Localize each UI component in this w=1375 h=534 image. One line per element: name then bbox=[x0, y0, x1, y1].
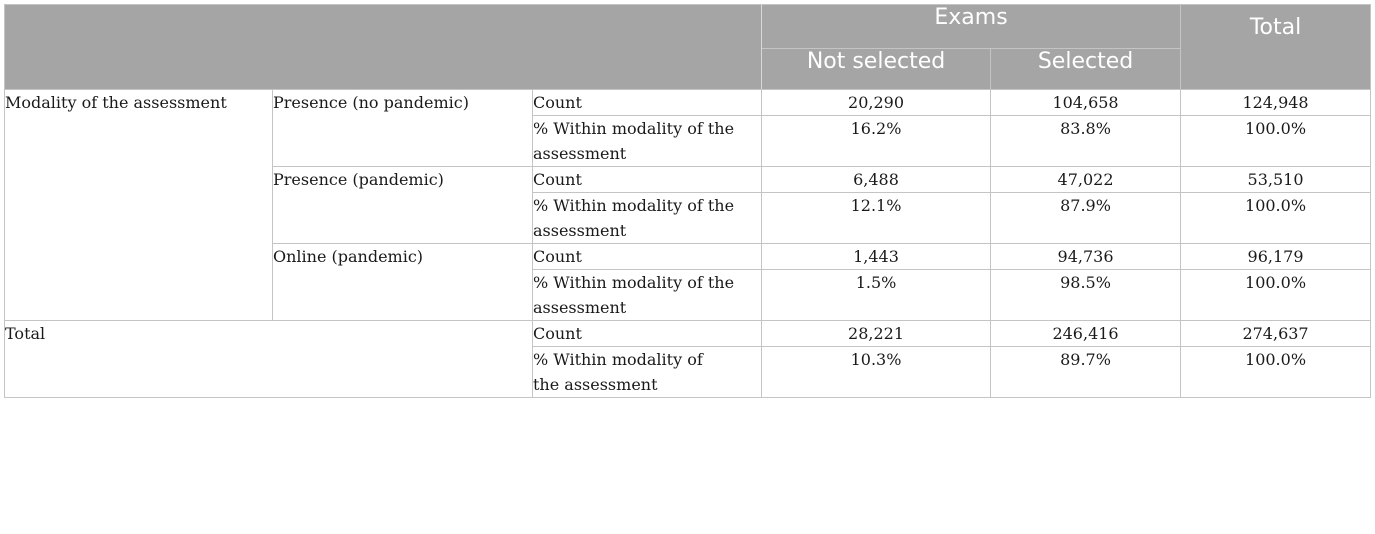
table-row: Total Count 28,221 246,416 274,637 bbox=[4, 320, 1372, 398]
row-total-label: Total bbox=[4, 320, 533, 398]
cell-not-selected: 28,221 bbox=[761, 320, 992, 347]
crosstab-table: Exams Total Not selected Selected Modali… bbox=[3, 4, 1372, 398]
cell-total: 274,637 bbox=[1180, 320, 1372, 347]
cell-total: 100.0% bbox=[1180, 346, 1372, 398]
cell-selected: 98.5% bbox=[990, 269, 1182, 321]
cell-not-selected: 1.5% bbox=[761, 269, 992, 321]
cell-selected: 83.8% bbox=[990, 115, 1182, 167]
table-row: Modality of the assessment Presence (no … bbox=[4, 89, 1372, 321]
row-stat-label: Count bbox=[531, 166, 763, 193]
header-total: Total bbox=[1180, 4, 1372, 90]
cell-selected: 89.7% bbox=[990, 346, 1182, 398]
header-exams: Exams bbox=[761, 4, 1182, 49]
cell-not-selected: 10.3% bbox=[761, 346, 992, 398]
row-group-label: Online (pandemic) bbox=[272, 243, 533, 321]
row-stat-label: % Within modality of the assessment bbox=[531, 115, 763, 167]
header-selected: Selected bbox=[990, 48, 1182, 90]
cell-not-selected: 6,488 bbox=[761, 166, 992, 193]
cell-total: 100.0% bbox=[1180, 115, 1372, 167]
cell-selected: 104,658 bbox=[990, 89, 1182, 116]
cell-not-selected: 12.1% bbox=[761, 192, 992, 244]
row-stat-label: Count bbox=[531, 320, 763, 347]
cell-selected: 246,416 bbox=[990, 320, 1182, 347]
row-variable-label: Modality of the assessment bbox=[4, 89, 273, 321]
row-stat-label: % Within modality of the assessment bbox=[531, 192, 763, 244]
table-row: % Within modality of the assessment 10.3… bbox=[5, 346, 1372, 398]
cell-total: 96,179 bbox=[1180, 243, 1372, 270]
cell-selected: 87.9% bbox=[990, 192, 1182, 244]
row-stat-label: Count bbox=[531, 243, 763, 270]
table-row: Online (pandemic) Count 1,443 94,736 96,… bbox=[5, 243, 1372, 321]
row-stat-label: Count bbox=[531, 89, 763, 116]
cell-total: 100.0% bbox=[1180, 269, 1372, 321]
cell-not-selected: 16.2% bbox=[761, 115, 992, 167]
row-group-label: Presence (no pandemic) bbox=[272, 89, 533, 167]
cell-not-selected: 1,443 bbox=[761, 243, 992, 270]
cell-selected: 47,022 bbox=[990, 166, 1182, 193]
header-blank-cell bbox=[3, 4, 763, 90]
row-stat-label: % Within modality of the assessment bbox=[531, 269, 763, 321]
cell-total: 124,948 bbox=[1180, 89, 1372, 116]
cell-selected: 94,736 bbox=[990, 243, 1182, 270]
row-stat-label: % Within modality of the assessment bbox=[531, 346, 763, 398]
cell-total: 53,510 bbox=[1180, 166, 1372, 193]
cell-total: 100.0% bbox=[1180, 192, 1372, 244]
cell-not-selected: 20,290 bbox=[761, 89, 992, 116]
table-row: % Within modality of the assessment 16.2… bbox=[5, 115, 1372, 167]
header-not-selected: Not selected bbox=[761, 48, 992, 90]
table-row: % Within modality of the assessment 12.1… bbox=[5, 192, 1372, 244]
table-row: % Within modality of the assessment 1.5%… bbox=[5, 269, 1372, 321]
row-group-label: Presence (pandemic) bbox=[272, 166, 533, 244]
